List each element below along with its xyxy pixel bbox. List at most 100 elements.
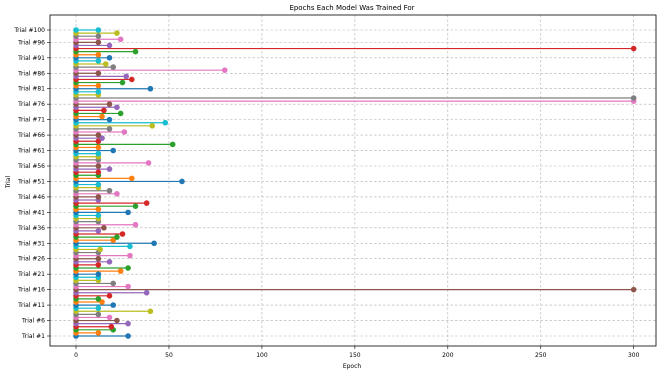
y-tick-label: Trial #96 <box>17 39 45 46</box>
lollipop-head-marker <box>95 33 102 39</box>
lollipop-head-marker <box>132 203 139 209</box>
lollipop-head-marker <box>95 271 102 277</box>
lollipop-head-marker <box>125 265 131 271</box>
y-tick-label: Trial #36 <box>17 225 45 232</box>
y-tick-label: Trial #100 <box>13 27 45 34</box>
lollipop-head-marker <box>121 129 128 135</box>
lollipop-head-marker <box>127 252 133 259</box>
lollipop-head-marker <box>95 163 102 169</box>
lollipop-head-marker <box>95 262 102 268</box>
lollipop-head-marker <box>95 305 102 311</box>
lollipop-head-marker <box>95 206 102 213</box>
lollipop-head-marker <box>108 323 115 330</box>
y-tick-label: Trial #86 <box>17 70 45 77</box>
lollipop-head-marker <box>110 64 117 70</box>
lollipop-head-marker <box>95 330 102 336</box>
lollipop-head-marker <box>95 138 102 145</box>
lollipop-head-marker <box>106 293 113 299</box>
lollipop-head-marker <box>151 240 157 247</box>
lollipop-head-marker <box>143 200 150 206</box>
lollipop-head-marker <box>106 166 113 172</box>
lollipop-head-marker <box>630 286 637 293</box>
lollipop-head-marker <box>117 268 124 274</box>
lollipop-head-marker <box>106 55 113 61</box>
lollipop-head-marker <box>125 209 131 216</box>
y-tick-label: Trial #21 <box>17 271 45 278</box>
lollipop-head-marker <box>125 283 131 290</box>
plot-frame <box>49 14 657 347</box>
lollipop-head-marker <box>145 160 152 166</box>
y-tick-label: Trial #41 <box>17 209 45 216</box>
lollipop-head-marker <box>106 42 113 49</box>
y-tick-label: Trial #76 <box>17 101 45 108</box>
y-tick-label: Trial #66 <box>17 132 45 139</box>
lollipop-head-marker <box>97 246 103 253</box>
lollipop-head-marker <box>106 101 113 107</box>
lollipop-head-marker <box>95 27 102 33</box>
y-tick-label: Trial #71 <box>17 117 45 124</box>
lollipop-head-marker <box>95 150 102 157</box>
y-tick-label: Trial #61 <box>17 148 45 155</box>
lollipop-head-marker <box>99 299 105 305</box>
lollipop-head-marker <box>106 126 113 132</box>
x-tick-label: 300 <box>628 352 640 359</box>
x-tick-label: 250 <box>535 352 547 359</box>
lollipop-head-marker <box>114 234 120 240</box>
x-tick-label: 100 <box>256 352 268 359</box>
y-tick-label: Trial #1 <box>21 333 45 340</box>
y-tick-label: Trial #46 <box>17 194 45 201</box>
lollipop-head-marker <box>101 225 107 231</box>
lollipop-head-marker <box>95 311 102 318</box>
lollipop-head-marker <box>125 320 131 327</box>
lollipop-head-marker <box>95 194 102 200</box>
lollipop-head-marker <box>106 116 113 123</box>
lollipop-markers <box>73 27 637 339</box>
lollipop-head-marker <box>123 73 130 80</box>
lollipop-head-marker <box>110 147 117 154</box>
lollipop-head-marker <box>99 113 105 120</box>
lollipop-head-marker <box>95 39 102 46</box>
x-axis-label: Epoch <box>343 363 362 370</box>
lollipop-head-marker <box>114 191 120 197</box>
lollipop-head-marker <box>95 255 102 262</box>
lollipop-head-marker <box>110 280 117 287</box>
lollipop-head-marker <box>95 169 102 175</box>
chart-title: Epochs Each Model Was Trained For <box>289 4 414 12</box>
y-tick-label: Trial #91 <box>17 55 45 62</box>
x-tick-label: 150 <box>349 352 361 359</box>
lollipop-head-marker <box>117 36 124 43</box>
lollipop-head-marker <box>95 70 102 77</box>
lollipop-head-marker <box>162 119 169 126</box>
lollipop-head-marker <box>114 30 120 36</box>
lollipop-head-marker <box>119 231 126 237</box>
lollipop-head-marker <box>117 110 124 117</box>
lollipop-head-marker <box>128 76 135 83</box>
y-tick-label: Trial #31 <box>17 240 45 247</box>
lollipop-head-marker <box>95 212 102 219</box>
lollipop-head-marker <box>95 296 102 302</box>
lollipop-head-marker <box>147 308 154 315</box>
lollipop-head-marker <box>106 314 113 321</box>
x-tick-label: 200 <box>442 352 454 359</box>
y-axis-label: Trial <box>5 176 12 190</box>
lollipop-head-marker <box>132 48 139 55</box>
lollipop-head-marker <box>127 243 133 250</box>
lollipop-head-marker <box>221 67 228 73</box>
lollipop-head-marker <box>630 95 637 101</box>
y-tick-label: Trial #6 <box>21 318 45 325</box>
x-tick-label: 50 <box>165 352 173 359</box>
lollipop-head-marker <box>114 104 120 111</box>
lollipop-head-marker <box>95 89 102 95</box>
lollipop-head-marker <box>143 289 150 296</box>
y-tick-label: Trial #51 <box>17 178 45 185</box>
y-tick-label: Trial #26 <box>17 256 45 263</box>
x-axis-ticks: 0 50 100 150 200 250 300 <box>74 346 640 359</box>
lollipop-head-marker <box>125 333 131 339</box>
lollipop-head-marker <box>119 79 126 86</box>
y-axis-ticks: Trial #1 Trial #6 Trial #11 Trial #16 Trial … <box>13 27 50 340</box>
lollipop-head-marker <box>147 85 154 92</box>
lollipop-head-marker <box>106 259 113 265</box>
x-tick-label: 0 <box>74 352 78 359</box>
lollipop-head-marker <box>110 302 117 308</box>
